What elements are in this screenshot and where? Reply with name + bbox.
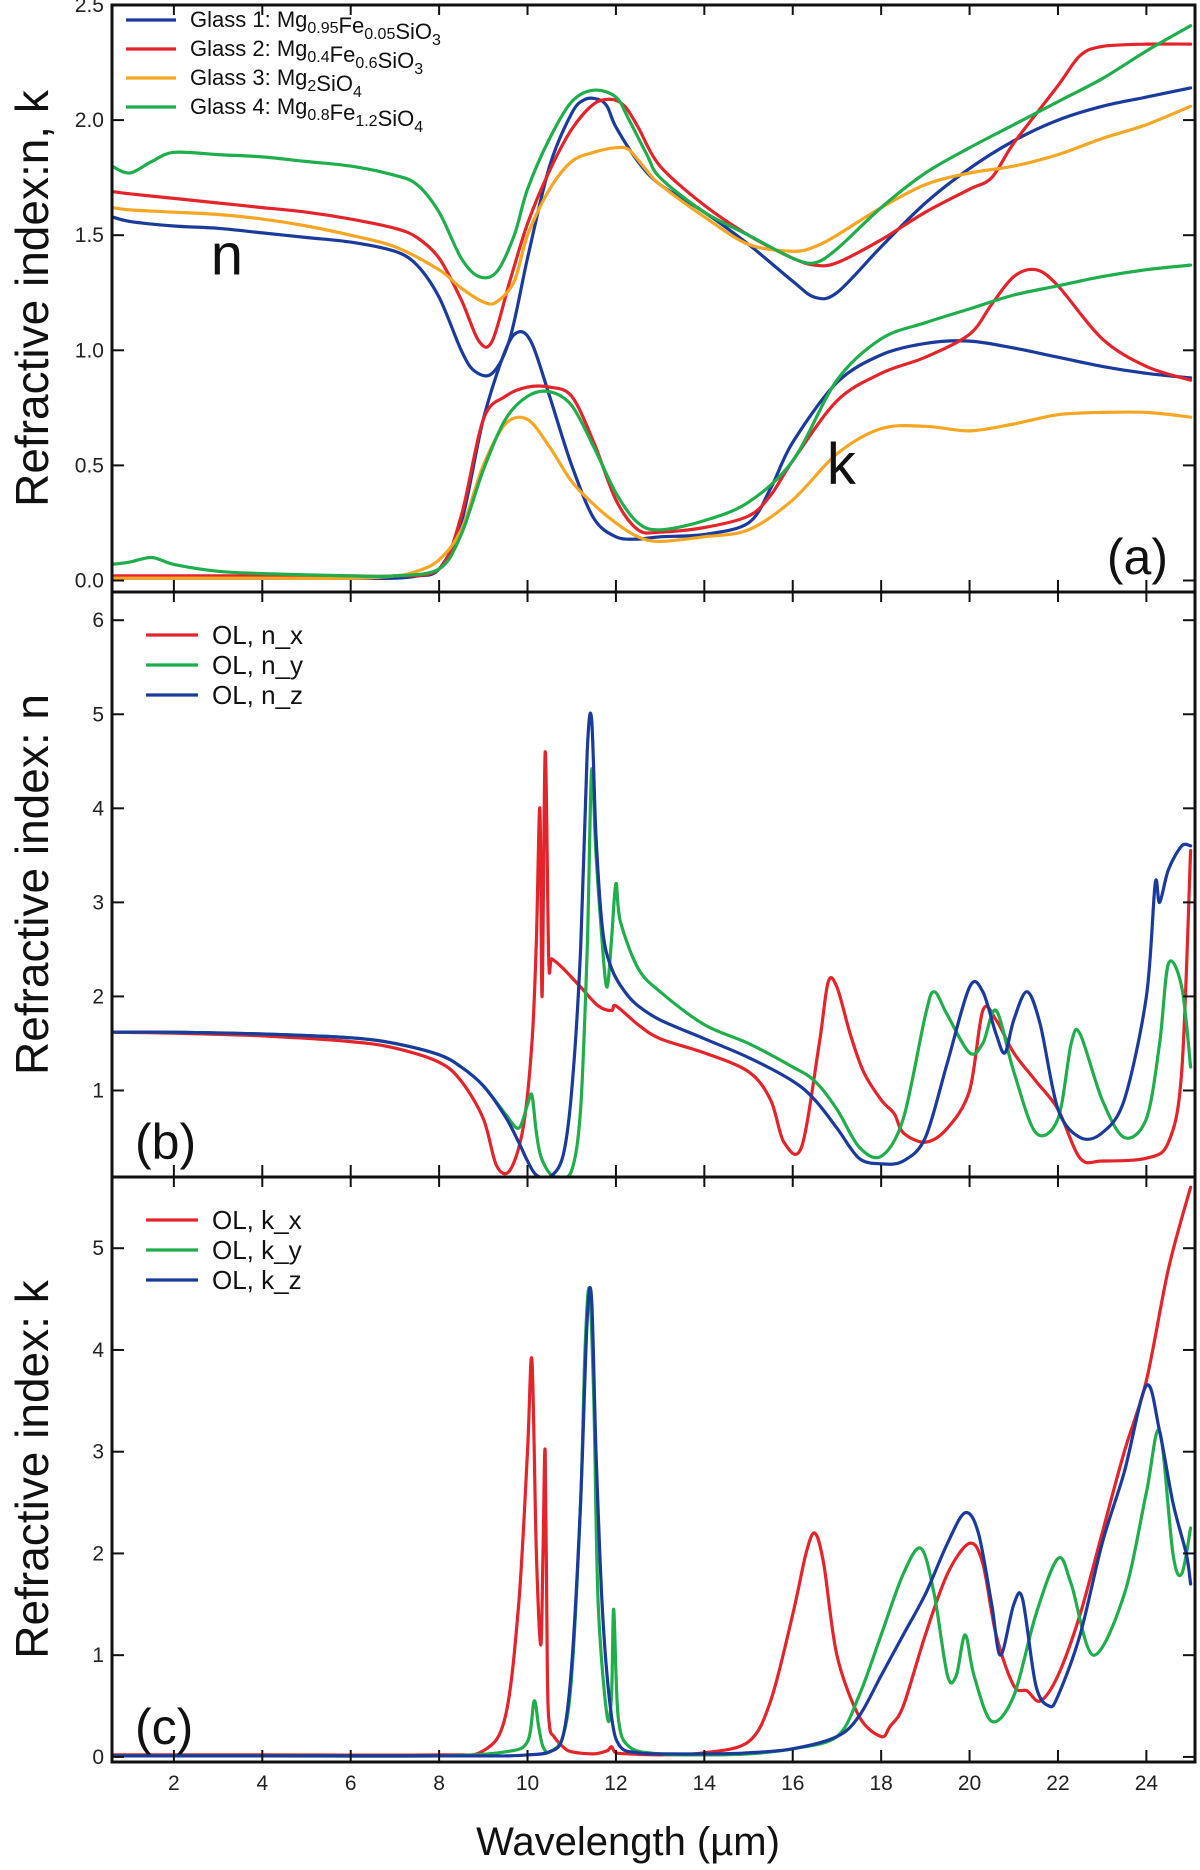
x-tick-label: 18: [869, 1772, 892, 1795]
series-line-glass-2-n: [112, 42, 1193, 349]
legend: OL, n_xOL, n_yOL, n_z: [146, 620, 303, 710]
x-tick-label: 16: [781, 1772, 804, 1795]
legend: OL, k_xOL, k_yOL, k_z: [146, 1205, 302, 1295]
x-tick-label: 10: [516, 1772, 539, 1795]
y-axis-title: Refractive index: n: [6, 694, 58, 1075]
series-line-ol-n-y: [112, 767, 1193, 1177]
panel-label: (c): [135, 1699, 193, 1755]
y-tick-label: 1.0: [75, 339, 104, 362]
x-tick-label: 6: [345, 1772, 357, 1795]
x-tick-label: 20: [958, 1772, 981, 1795]
x-tick-label: 2: [168, 1772, 180, 1795]
series-line-glass-4-n: [112, 24, 1193, 280]
series-line-ol-n-z: [112, 711, 1193, 1177]
series-line-glass-3-k: [112, 410, 1193, 580]
legend-entry: OL, k_z: [212, 1265, 302, 1295]
panel-label: (a): [1107, 529, 1168, 585]
series-line-glass-4-k: [112, 263, 1193, 579]
x-tick-label: 24: [1135, 1772, 1159, 1795]
legend-entry: OL, k_x: [212, 1205, 302, 1235]
y-axis-title: Refractive index:n, k: [6, 89, 58, 507]
y-tick-label: 6: [92, 609, 104, 632]
legend-entry: OL, k_y: [212, 1235, 302, 1265]
y-tick-label: 5: [92, 703, 104, 726]
x-tick-label: 12: [604, 1772, 627, 1795]
y-tick-label: 3: [92, 1441, 104, 1464]
legend-entry: Glass 4: Mg0.8Fe1.2SiO4: [190, 94, 423, 136]
y-tick-label: 2: [92, 985, 104, 1008]
y-tick-label: 5: [92, 1237, 104, 1260]
y-tick-label: 2: [92, 1542, 104, 1565]
y-tick-label: 2.0: [75, 109, 104, 132]
y-tick-label: 0.0: [75, 569, 104, 592]
series-line-ol-k-z: [112, 1286, 1193, 1758]
legend-entry: OL, n_z: [212, 680, 303, 710]
legend-entry: Glass 2: Mg0.4Fe0.6SiO3: [190, 36, 423, 78]
x-tick-label: 14: [693, 1772, 717, 1795]
series-line-glass-1-n: [112, 86, 1193, 378]
x-axis-title: Wavelength (µm): [476, 1820, 780, 1864]
y-axis-title: Refractive index: k: [6, 1279, 58, 1658]
series-line-ol-k-y: [112, 1286, 1193, 1758]
plot-frame: [110, 1175, 1197, 1764]
legend-entry: Glass 1: Mg0.95Fe0.05SiO3: [190, 7, 441, 49]
y-tick-label: 2.5: [75, 0, 104, 17]
series-line-glass-3-n: [112, 104, 1193, 306]
series-group: [112, 1185, 1193, 1758]
x-tick-label: 22: [1046, 1772, 1069, 1795]
y-tick-label: 1: [92, 1079, 104, 1102]
panel-label: (b): [135, 1114, 196, 1170]
series-line-ol-n-x: [112, 750, 1193, 1176]
y-tick-label: 1.5: [75, 224, 104, 247]
y-tick-label: 3: [92, 891, 104, 914]
y-tick-label: 0: [92, 1746, 104, 1769]
series-line-ol-k-x: [112, 1185, 1193, 1757]
legend-entry: OL, n_y: [212, 650, 303, 680]
y-tick-label: 0.5: [75, 454, 104, 477]
y-tick-label: 4: [92, 1339, 104, 1362]
y-tick-label: 1: [92, 1644, 104, 1667]
series-group: [112, 24, 1193, 580]
x-tick-label: 4: [256, 1772, 268, 1795]
x-tick-label: 8: [433, 1772, 445, 1795]
panel-1: 0.0 0.5 1.0 1.5 2.0 2.5 Refractive index:n, k (…: [6, 0, 1197, 594]
legend-entry: OL, n_x: [212, 620, 303, 650]
y-tick-label: 4: [92, 797, 104, 820]
series-group: [112, 711, 1193, 1177]
curve-annotation: k: [827, 432, 857, 497]
legend-entry: Glass 3: Mg2SiO4: [190, 65, 362, 101]
curve-annotation: n: [211, 222, 243, 287]
